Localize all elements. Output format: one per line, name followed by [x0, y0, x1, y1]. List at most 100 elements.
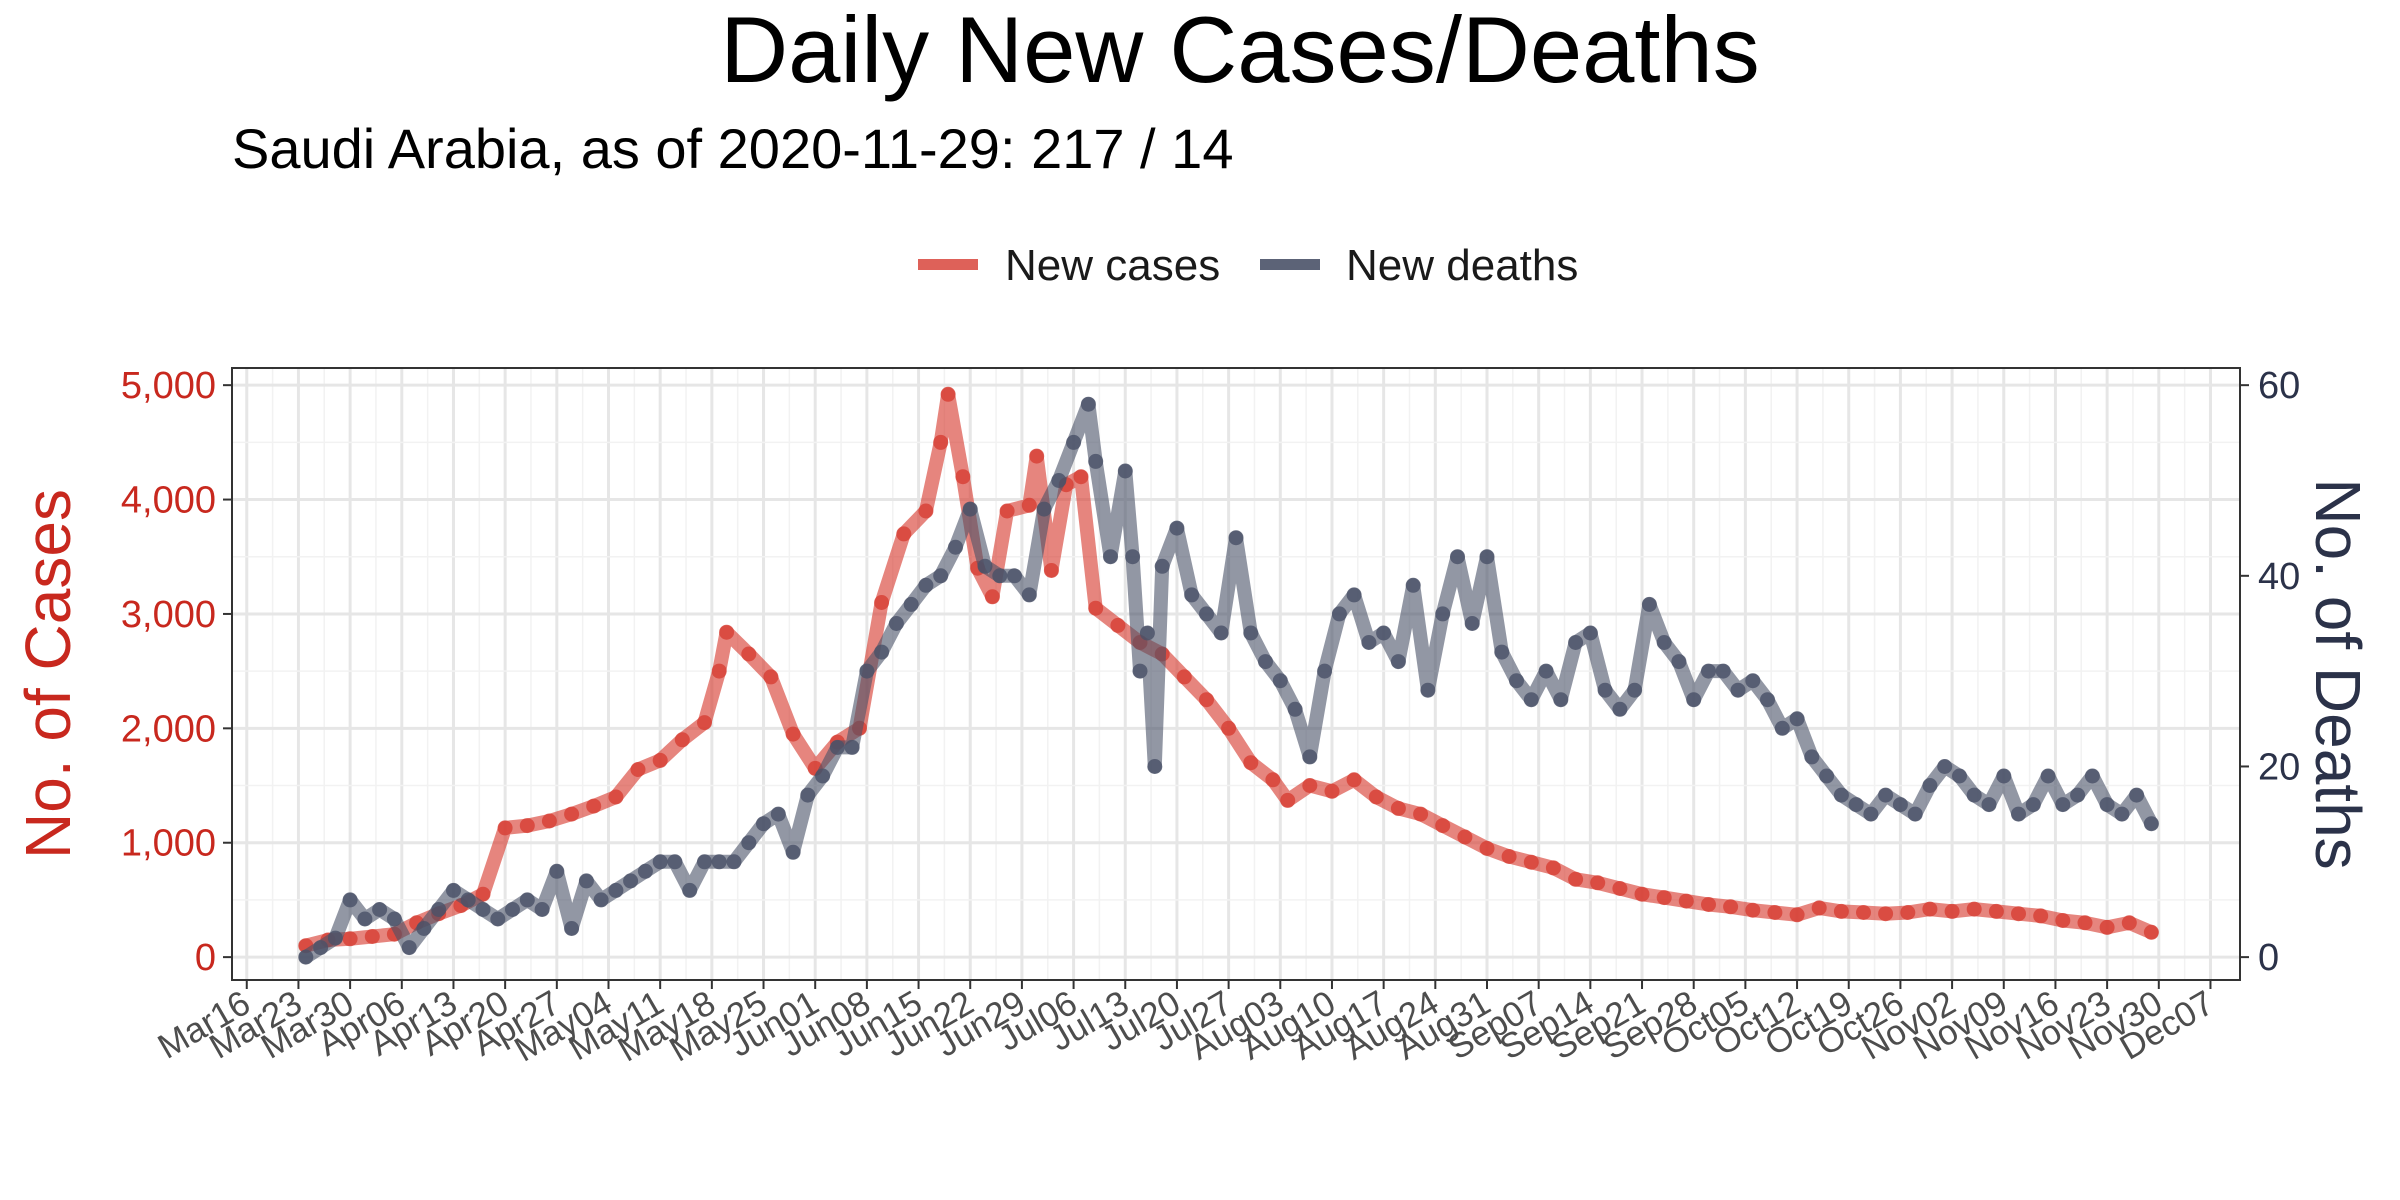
cases-point [1634, 886, 1650, 902]
deaths-point [1996, 768, 2012, 784]
cases-point [1878, 906, 1894, 922]
deaths-point [460, 892, 476, 908]
deaths-point [785, 844, 801, 860]
deaths-point [1597, 682, 1613, 698]
cases-point [1701, 897, 1716, 912]
deaths-point [933, 568, 949, 584]
legend: New cases New deaths [918, 241, 1578, 290]
cases-point [497, 820, 513, 836]
cases-point [933, 434, 949, 450]
deaths-point [844, 739, 860, 755]
deaths-point [2011, 806, 2026, 822]
deaths-point [1088, 453, 1104, 469]
cases-point [918, 503, 934, 519]
deaths-point [416, 921, 432, 936]
deaths-point [1745, 673, 1761, 689]
deaths-point [1435, 606, 1451, 622]
deaths-point [1139, 625, 1155, 641]
deaths-point [1671, 654, 1687, 670]
deaths-point [1863, 806, 1879, 822]
deaths-point [1450, 549, 1465, 565]
deaths-point [1833, 787, 1849, 803]
deaths-point [1228, 530, 1244, 546]
deaths-point [1715, 663, 1731, 679]
cases-point [1390, 800, 1406, 816]
deaths-point [903, 596, 919, 612]
cases-point [541, 813, 557, 829]
cases-point [564, 806, 580, 822]
cases-point [1413, 806, 1429, 822]
y-left-tick-label: 2,000 [121, 708, 216, 750]
cases-point [1767, 905, 1783, 920]
deaths-point [2129, 787, 2145, 803]
cases-point [1368, 789, 1384, 805]
deaths-point [652, 854, 668, 870]
cases-point [1435, 818, 1451, 834]
deaths-series [298, 396, 2159, 965]
cases-point [1590, 875, 1606, 891]
deaths-point [1686, 692, 1702, 708]
deaths-point [1582, 625, 1598, 641]
deaths-point [1789, 711, 1805, 727]
cases-point [984, 589, 1000, 605]
deaths-point [1021, 587, 1037, 603]
cases-point [1088, 600, 1104, 616]
cases-point [763, 669, 779, 685]
y-left-tick-label: 4,000 [121, 480, 216, 522]
deaths-point [593, 892, 609, 908]
axes: 01,0002,0003,0004,0005,0000204060Mar16Ma… [121, 365, 2300, 1069]
deaths-point [1937, 759, 1953, 774]
y-right-tick-label: 40 [2258, 556, 2300, 598]
deaths-point [386, 911, 402, 927]
cases-point [630, 762, 646, 777]
cases-point [1944, 903, 1960, 919]
deaths-point [1523, 692, 1539, 708]
y-left-tick-label: 0 [195, 937, 216, 979]
deaths-point [578, 873, 594, 889]
cases-point [652, 752, 668, 768]
deaths-point [1420, 682, 1436, 698]
deaths-point [1302, 749, 1318, 765]
y-right-tick-label: 60 [2258, 365, 2300, 407]
legend-label-deaths: New deaths [1346, 241, 1578, 290]
cases-point [1745, 902, 1761, 918]
deaths-point [2143, 816, 2159, 832]
deaths-point [431, 902, 447, 917]
deaths-point [2114, 806, 2130, 822]
deaths-point [1147, 759, 1163, 774]
deaths-point [918, 577, 934, 593]
cases-point [1568, 871, 1584, 887]
deaths-point [1819, 768, 1835, 784]
deaths-point [1878, 787, 1894, 803]
cases-point [1221, 720, 1237, 736]
deaths-point [313, 940, 329, 956]
cases-point [697, 715, 712, 731]
deaths-point [2025, 797, 2041, 813]
cases-point [1243, 755, 1259, 771]
chart-subtitle: Saudi Arabia, as of 2020-11-29: 217 / 14 [232, 117, 1233, 180]
deaths-point [2099, 797, 2115, 813]
deaths-point [1036, 501, 1052, 517]
deaths-point [1627, 682, 1643, 698]
deaths-point [1966, 787, 1982, 803]
cases-point [1833, 903, 1849, 919]
cases-point [719, 624, 735, 640]
deaths-point [1007, 568, 1022, 584]
cases-point [1988, 903, 2004, 919]
deaths-point [1125, 549, 1141, 565]
deaths-point [2055, 797, 2071, 813]
deaths-point [859, 663, 875, 679]
deaths-point [1774, 720, 1790, 736]
cases-point [940, 386, 956, 402]
deaths-point [1405, 577, 1421, 593]
deaths-point [1656, 635, 1672, 650]
deaths-point [1760, 692, 1775, 708]
deaths-point [1213, 625, 1229, 641]
deaths-point [1317, 663, 1333, 679]
deaths-point [1331, 606, 1347, 622]
deaths-point [608, 882, 624, 898]
deaths-point [1479, 549, 1495, 565]
cases-point [2077, 915, 2093, 931]
deaths-point [1080, 396, 1096, 412]
deaths-point [519, 892, 535, 908]
